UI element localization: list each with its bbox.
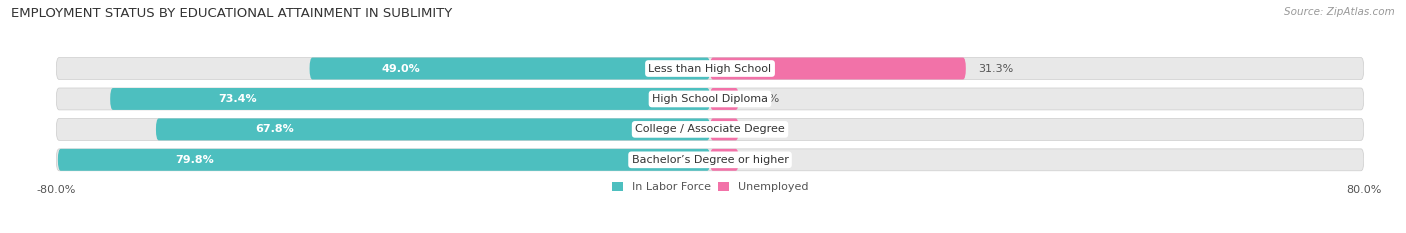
Text: 67.8%: 67.8% [256,124,294,134]
Text: EMPLOYMENT STATUS BY EDUCATIONAL ATTAINMENT IN SUBLIMITY: EMPLOYMENT STATUS BY EDUCATIONAL ATTAINM… [11,7,453,20]
FancyBboxPatch shape [710,58,966,79]
FancyBboxPatch shape [309,58,710,79]
Text: 0.0%: 0.0% [751,94,779,104]
FancyBboxPatch shape [56,118,1364,140]
Text: 0.0%: 0.0% [751,155,779,165]
FancyBboxPatch shape [710,118,738,140]
Text: College / Associate Degree: College / Associate Degree [636,124,785,134]
Text: 1.2%: 1.2% [751,124,779,134]
FancyBboxPatch shape [710,88,738,110]
FancyBboxPatch shape [710,149,738,171]
FancyBboxPatch shape [56,88,1364,110]
FancyBboxPatch shape [56,149,1364,171]
FancyBboxPatch shape [58,149,710,171]
Text: High School Diploma: High School Diploma [652,94,768,104]
FancyBboxPatch shape [156,118,710,140]
Text: Source: ZipAtlas.com: Source: ZipAtlas.com [1284,7,1395,17]
Text: Less than High School: Less than High School [648,64,772,74]
Text: 49.0%: 49.0% [381,64,420,74]
FancyBboxPatch shape [110,88,710,110]
Text: 31.3%: 31.3% [979,64,1014,74]
Text: 73.4%: 73.4% [218,94,257,104]
Legend: In Labor Force, Unemployed: In Labor Force, Unemployed [612,182,808,192]
Text: Bachelor’s Degree or higher: Bachelor’s Degree or higher [631,155,789,165]
Text: 79.8%: 79.8% [176,155,214,165]
FancyBboxPatch shape [56,58,1364,79]
